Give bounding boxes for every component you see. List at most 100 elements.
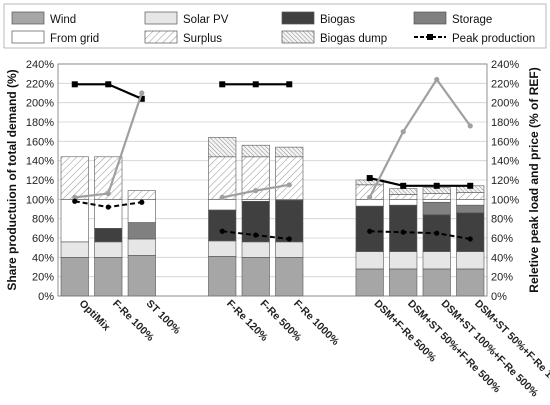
y-tick-label: 220%: [26, 78, 54, 90]
bar-segment: [94, 241, 123, 258]
bar-segment: [241, 257, 270, 297]
bar-segment: [389, 251, 418, 270]
y-tick-label: 160%: [26, 136, 54, 148]
y-tick-label: 180%: [26, 117, 54, 129]
line-marker: [253, 232, 259, 238]
bar-segment: [275, 200, 304, 243]
legend-label: Storage: [452, 14, 492, 26]
line-marker: [105, 81, 112, 88]
y2-tick-label: 160%: [491, 136, 519, 148]
bar-segment: [241, 144, 270, 158]
y-tick-label: 200%: [26, 98, 54, 110]
line-marker: [400, 229, 406, 235]
y2-tick-label: 180%: [491, 117, 519, 129]
bar-segment: [275, 241, 304, 258]
line-marker: [367, 194, 373, 200]
bar-segment: [127, 222, 156, 240]
y-tick-label: 240%: [26, 59, 54, 71]
bar-segment: [355, 268, 384, 297]
bar-segment: [127, 190, 156, 200]
legend-swatch: [144, 30, 178, 44]
line-marker: [253, 188, 259, 194]
legend-label: Surplus: [183, 33, 222, 45]
y-tick-label: 60%: [32, 233, 54, 245]
bar-segment: [208, 240, 237, 257]
bar-segment: [389, 194, 418, 200]
bar-segment: [208, 209, 237, 242]
bar-segment: [60, 156, 89, 200]
bar-segment: [389, 199, 418, 206]
y2-tick-label: 100%: [491, 194, 519, 206]
bar-segment: [94, 228, 123, 243]
legend-swatch: [413, 11, 447, 25]
line-marker: [434, 76, 440, 83]
line-marker: [467, 123, 473, 129]
bar-segment: [208, 199, 237, 211]
legend-swatch: [144, 11, 178, 25]
bar-segment: [208, 156, 237, 200]
line-marker: [367, 228, 373, 234]
bar-segment: [389, 268, 418, 297]
bar-segment: [456, 204, 485, 214]
series-line: [368, 77, 472, 198]
bar-segment: [127, 255, 156, 297]
bar-segment: [456, 268, 485, 297]
plot-frame: [57, 63, 488, 297]
bar-segment: [241, 241, 270, 258]
bar-segment: [456, 199, 485, 206]
y2-tick-label: 240%: [491, 59, 519, 71]
line-marker: [400, 182, 407, 189]
y2-tick-label: 200%: [491, 98, 519, 110]
line-marker: [434, 230, 440, 236]
line-marker: [467, 236, 473, 242]
bar-segment: [355, 251, 384, 270]
bar-segment: [60, 257, 89, 297]
legend-swatch: [11, 30, 45, 44]
line-marker: [286, 236, 292, 242]
line-marker: [71, 81, 78, 88]
line-marker: [72, 198, 78, 204]
y-tick-label: 120%: [26, 175, 54, 187]
legend-label: Biogas dump: [320, 33, 387, 45]
y-tick-label: 100%: [26, 194, 54, 206]
line-marker: [400, 129, 406, 135]
y2-tick-label: 220%: [491, 78, 519, 90]
line-marker: [105, 190, 111, 197]
line-marker: [433, 182, 440, 189]
bar-segment: [422, 251, 451, 270]
series-line: [369, 176, 471, 187]
bar-segment: [60, 241, 89, 258]
bar-segment: [127, 238, 156, 256]
line-marker: [139, 90, 145, 96]
bar-segment: [60, 199, 89, 243]
line-marker: [138, 95, 145, 102]
line-marker: [252, 81, 259, 88]
line-marker: [366, 175, 373, 182]
line-marker: [219, 228, 225, 234]
y-tick-label: 140%: [26, 156, 54, 168]
y2-tick-label: 120%: [491, 175, 519, 187]
legend-label: Wind: [50, 14, 76, 26]
legend-marker: [427, 34, 433, 40]
y-tick-label: 20%: [32, 272, 54, 284]
y2-tick-label: 20%: [491, 272, 513, 284]
bar-segment: [456, 192, 485, 200]
y2-axis-title: Reletive peak load and price (% of REF): [527, 67, 541, 292]
line-marker: [219, 81, 226, 88]
legend-label: Biogas: [320, 14, 355, 26]
legend-box: [3, 3, 547, 49]
bar-segment: [422, 268, 451, 297]
y2-tick-label: 40%: [491, 252, 513, 264]
line-marker: [219, 194, 225, 200]
line-marker: [286, 81, 293, 88]
y2-tick-label: 80%: [491, 214, 513, 226]
bar-segment: [275, 257, 304, 297]
line-marker: [72, 194, 78, 200]
line-marker: [139, 199, 145, 205]
bar-segment: [456, 251, 485, 270]
legend-swatch: [281, 11, 315, 25]
bar-segment: [275, 146, 304, 158]
bar-segment: [422, 201, 451, 216]
